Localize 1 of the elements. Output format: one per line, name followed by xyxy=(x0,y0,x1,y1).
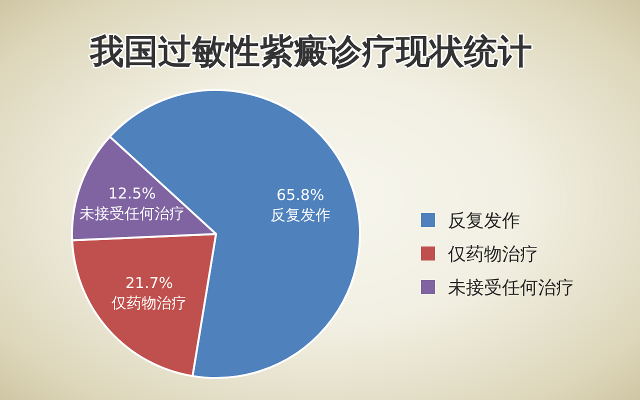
title: 我国过敏性紫癜诊疗现状统计 xyxy=(90,32,532,72)
